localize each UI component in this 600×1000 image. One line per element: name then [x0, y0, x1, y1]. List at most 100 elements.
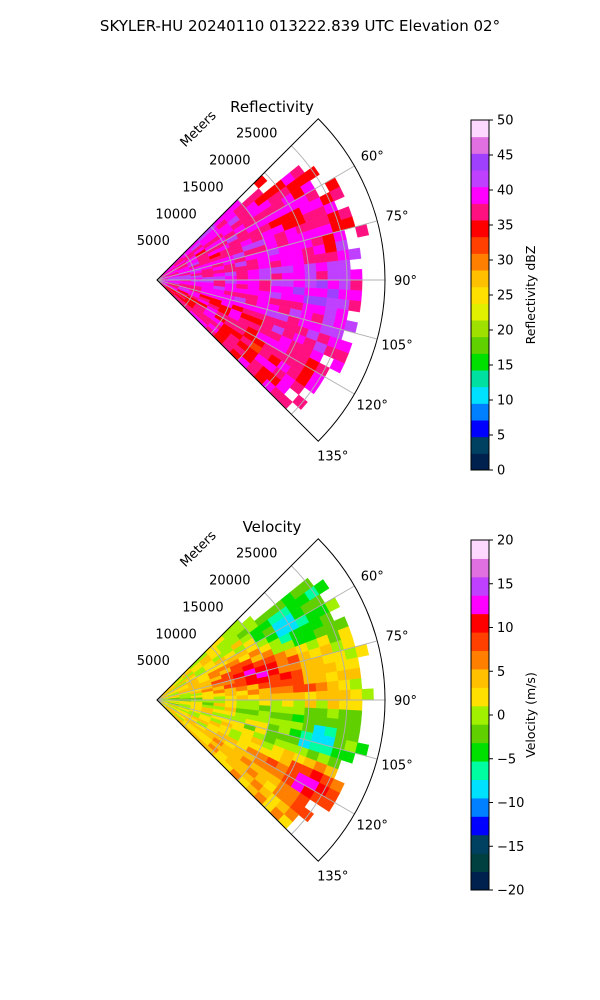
- reflectivity-colorbar-segment: [471, 270, 489, 288]
- velocity-cell: [335, 659, 349, 672]
- velocity-cell: [259, 699, 272, 707]
- reflectivity-cell: [291, 256, 305, 266]
- reflectivity-colorbar-tick-label: 40: [497, 184, 514, 199]
- velocity-colorbar-tick-label: 0: [497, 709, 505, 724]
- velocity-cell: [316, 699, 329, 710]
- reflectivity-colorbar-segment: [471, 320, 489, 338]
- velocity-angle-tick-label: 75°: [386, 630, 409, 645]
- velocity-cell: [270, 699, 283, 707]
- reflectivity-cell: [225, 275, 238, 281]
- reflectivity-radial-tick-label: 15000: [182, 180, 223, 195]
- velocity-sector-frame: [156, 538, 386, 862]
- velocity-radial-tick-label: 10000: [155, 627, 196, 642]
- reflectivity-cell: [336, 298, 350, 311]
- velocity-cell: [247, 699, 260, 706]
- velocity-cell: [348, 667, 362, 680]
- reflectivity-cell: [343, 320, 358, 334]
- velocity-cell: [270, 693, 283, 701]
- velocity-cell: [336, 669, 350, 682]
- velocity-colorbar-segment: [471, 779, 489, 799]
- reflectivity-cell: [316, 270, 329, 281]
- velocity-cell: [346, 657, 360, 670]
- velocity-azimuth-spoke: [156, 585, 355, 701]
- reflectivity-cell: [327, 270, 340, 281]
- reflectivity-cell: [304, 279, 317, 289]
- reflectivity-grid: [156, 145, 385, 442]
- velocity-cell: [247, 694, 260, 701]
- velocity-cell: [291, 676, 305, 686]
- velocity-colorbar-segment: [471, 705, 489, 725]
- reflectivity-cell: [326, 288, 340, 300]
- velocity-colorbar-segment: [471, 595, 489, 615]
- reflectivity-cell: [259, 279, 272, 287]
- velocity-cell: [303, 674, 316, 685]
- velocity-colorbar-tick-label: −5: [497, 752, 516, 767]
- velocity-cell: [282, 699, 295, 708]
- reflectivity-angle-tick-label: 120°: [357, 398, 388, 413]
- velocity-field: [156, 577, 374, 830]
- velocity-cell: [281, 685, 294, 694]
- reflectivity-colorbar-segment: [471, 253, 489, 271]
- reflectivity-cell: [325, 251, 339, 263]
- reflectivity-sector-frame: [156, 118, 386, 442]
- reflectivity-colorbar-segment: [471, 353, 489, 371]
- reflectivity-cell: [315, 261, 328, 272]
- reflectivity-colorbar-segment: [471, 336, 489, 354]
- reflectivity-cell: [304, 263, 317, 273]
- velocity-colorbar-segment: [471, 632, 489, 652]
- velocity-colorbar-tick-label: 5: [497, 665, 505, 680]
- reflectivity-colorbar-segment: [471, 386, 489, 404]
- reflectivity-cell: [350, 269, 363, 281]
- velocity-cell: [304, 691, 317, 701]
- reflectivity-angle-tick-label: 135°: [317, 450, 348, 465]
- reflectivity-cell: [304, 287, 317, 297]
- velocity-cell: [314, 673, 328, 684]
- velocity-cell: [350, 689, 363, 701]
- reflectivity-cell: [293, 272, 306, 281]
- reflectivity-cell: [303, 254, 316, 265]
- velocity-cell: [336, 718, 350, 731]
- reflectivity-colorbar-segment: [471, 453, 489, 471]
- velocity-cell: [350, 699, 363, 711]
- reflectivity-cell: [348, 247, 362, 260]
- reflectivity-colorbar-segment: [471, 120, 489, 138]
- velocity-azimuth-spoke: [156, 699, 355, 815]
- velocity-angle-tick-label: 60°: [361, 570, 384, 585]
- velocity-cell: [338, 679, 351, 691]
- reflectivity-cell: [304, 271, 317, 281]
- velocity-cell: [270, 686, 283, 695]
- reflectivity-cell: [259, 273, 272, 281]
- velocity-cell: [338, 709, 351, 721]
- velocity-cell: [338, 699, 352, 711]
- reflectivity-panel: Reflectivity60°75°90°105°120°135°5000100…: [137, 98, 538, 479]
- velocity-colorbar-tick-label: −20: [497, 884, 524, 899]
- velocity-colorbar-segment: [471, 576, 489, 596]
- reflectivity-radial-tick-label: 25000: [236, 127, 277, 142]
- reflectivity-cell: [213, 276, 226, 281]
- reflectivity-cell: [329, 186, 345, 202]
- reflectivity-colorbar-tick-label: 5: [497, 429, 505, 444]
- reflectivity-azimuth-spoke: [156, 165, 355, 281]
- reflectivity-colorbar-tick-label: 15: [497, 359, 514, 374]
- reflectivity-cell: [236, 279, 249, 285]
- reflectivity-angle-tick-label: 105°: [381, 338, 412, 353]
- reflectivity-colorbar-segment: [471, 403, 489, 421]
- reflectivity-radial-tick-label: 10000: [155, 207, 196, 222]
- reflectivity-cell: [338, 279, 352, 291]
- velocity-radial-tick-label: 15000: [182, 600, 223, 615]
- velocity-cell: [304, 683, 317, 693]
- velocity-cell: [327, 699, 340, 710]
- velocity-colorbar-tick-label: 15: [497, 577, 514, 592]
- reflectivity-cell: [247, 269, 260, 276]
- reflectivity-radial-tick-label: 5000: [137, 234, 170, 249]
- reflectivity-cell: [349, 289, 363, 302]
- reflectivity-cell: [292, 264, 306, 274]
- velocity-colorbar-segment: [471, 724, 489, 744]
- velocity-colorbar-segment: [471, 816, 489, 836]
- velocity-cell: [349, 678, 363, 691]
- reflectivity-cell: [282, 272, 295, 281]
- reflectivity-cell: [329, 358, 345, 374]
- reflectivity-colorbar-segment: [471, 370, 489, 388]
- reflectivity-cell: [335, 239, 349, 252]
- velocity-colorbar-segment: [471, 650, 489, 670]
